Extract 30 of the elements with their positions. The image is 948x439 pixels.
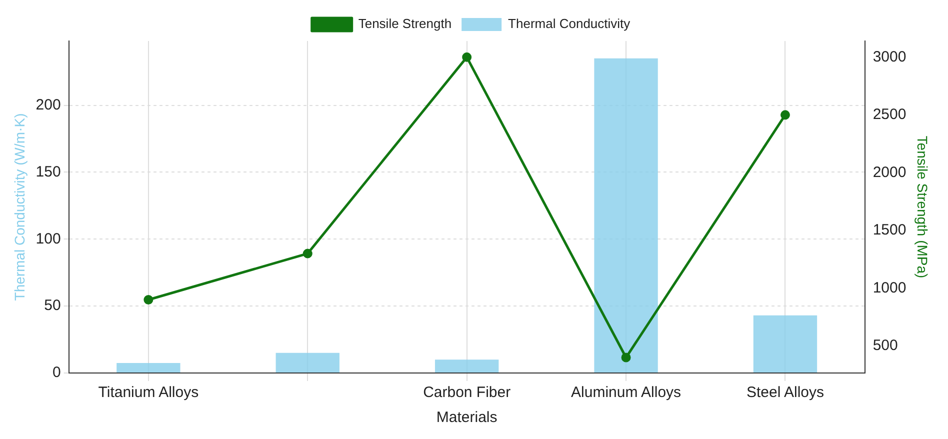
x-tick-label: Carbon Fiber [423, 384, 511, 402]
y-tick-label: 0 [52, 364, 61, 382]
y-tick-label: 150 [36, 163, 61, 180]
legend-label: Tensile Strength [358, 16, 452, 32]
y2-axis-title: Tensile Strength (MPa) [914, 136, 931, 278]
x-tick-label: Aluminum Alloys [571, 384, 682, 402]
bar [594, 58, 658, 372]
point [621, 352, 631, 362]
bar [116, 362, 180, 372]
x-axis-title: Materials [436, 409, 498, 426]
x-tick-label: Titanium Alloys [98, 384, 199, 402]
x-tick-label: Steel Alloys [746, 384, 824, 402]
y-tick-label: 100 [36, 230, 61, 248]
y2-tick-label: 1500 [872, 222, 906, 239]
legend-label: Thermal Conductivity [508, 16, 631, 32]
bar [753, 315, 818, 372]
y2-tick-label: 500 [872, 337, 898, 354]
bar [276, 352, 340, 372]
point [144, 295, 154, 305]
y-tick-label: 50 [44, 297, 61, 314]
bar [434, 360, 499, 372]
y-tick-label: 200 [36, 96, 61, 114]
point [462, 52, 472, 62]
y2-tick-label: 2000 [872, 164, 906, 181]
point [302, 248, 312, 258]
y2-tick-label: 1000 [872, 279, 906, 296]
y2-tick-label: 2500 [872, 106, 906, 124]
y2-tick-label: 3000 [872, 48, 906, 66]
y-axis-title: Thermal Conductivity (W/m·K) [11, 113, 28, 301]
point [780, 110, 790, 120]
